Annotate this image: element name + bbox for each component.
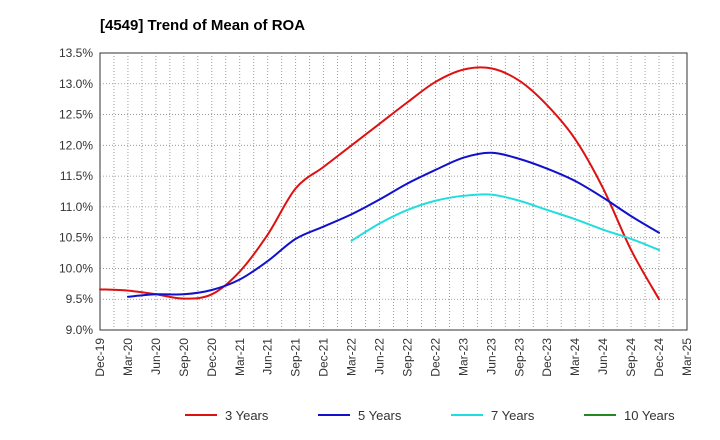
- y-tick-label: 10.0%: [59, 261, 93, 275]
- y-tick-label: 12.0%: [59, 138, 93, 152]
- x-tick-label: Mar-24: [568, 338, 582, 376]
- x-tick-label: Sep-23: [512, 338, 526, 377]
- y-tick-label: 13.0%: [59, 77, 93, 91]
- legend-label-5-years: 5 Years: [358, 408, 402, 423]
- x-tick-label: Mar-23: [456, 338, 470, 376]
- legend: 3 Years 5 Years 7 Years 10 Years: [185, 408, 675, 423]
- x-tick-label: Jun-23: [484, 338, 498, 375]
- x-tick-label: Mar-22: [345, 338, 359, 376]
- series-line-5-years: [126, 151, 661, 298]
- legend-label-10-years: 10 Years: [624, 408, 675, 423]
- y-axis-ticks: 9.0% 9.5% 10.0% 10.5% 11.0% 11.5% 12.0% 12.5% 13…: [59, 46, 93, 337]
- chart-title: [4549] Trend of Mean of ROA: [100, 17, 305, 34]
- x-tick-label: Jun-22: [373, 338, 387, 375]
- y-tick-label: 9.0%: [66, 323, 94, 337]
- x-tick-label: Dec-23: [540, 338, 554, 377]
- x-tick-label: Dec-19: [93, 338, 107, 377]
- series-line-7-years: [350, 193, 661, 251]
- x-tick-label: Jun-21: [261, 338, 275, 375]
- y-tick-label: 10.5%: [59, 231, 93, 245]
- x-tick-label: Sep-21: [289, 338, 303, 377]
- legend-label-7-years: 7 Years: [491, 408, 535, 423]
- y-tick-label: 11.5%: [60, 169, 93, 183]
- x-tick-label: Dec-22: [428, 338, 442, 377]
- x-tick-label: Mar-21: [233, 338, 247, 376]
- y-tick-label: 9.5%: [66, 292, 94, 306]
- y-tick-label: 12.5%: [59, 108, 93, 122]
- legend-label-3-years: 3 Years: [225, 408, 269, 423]
- series-lines: [99, 66, 661, 301]
- x-tick-label: Jun-20: [149, 338, 163, 375]
- y-tick-label: 11.0%: [60, 200, 93, 214]
- x-tick-label: Mar-25: [680, 338, 694, 376]
- x-tick-label: Sep-22: [400, 338, 414, 377]
- x-tick-label: Dec-20: [205, 338, 219, 377]
- series-line-3-years: [99, 66, 661, 301]
- x-tick-label: Dec-24: [652, 338, 666, 377]
- x-tick-label: Jun-24: [596, 338, 610, 375]
- x-tick-label: Mar-20: [121, 338, 135, 376]
- y-tick-label: 13.5%: [59, 46, 93, 60]
- x-tick-label: Sep-20: [177, 338, 191, 377]
- x-tick-label: Sep-24: [624, 338, 638, 377]
- x-axis-ticks: Dec-19 Mar-20 Jun-20 Sep-20 Dec-20 Mar-21 Jun-…: [93, 338, 694, 377]
- x-tick-label: Dec-21: [317, 338, 331, 377]
